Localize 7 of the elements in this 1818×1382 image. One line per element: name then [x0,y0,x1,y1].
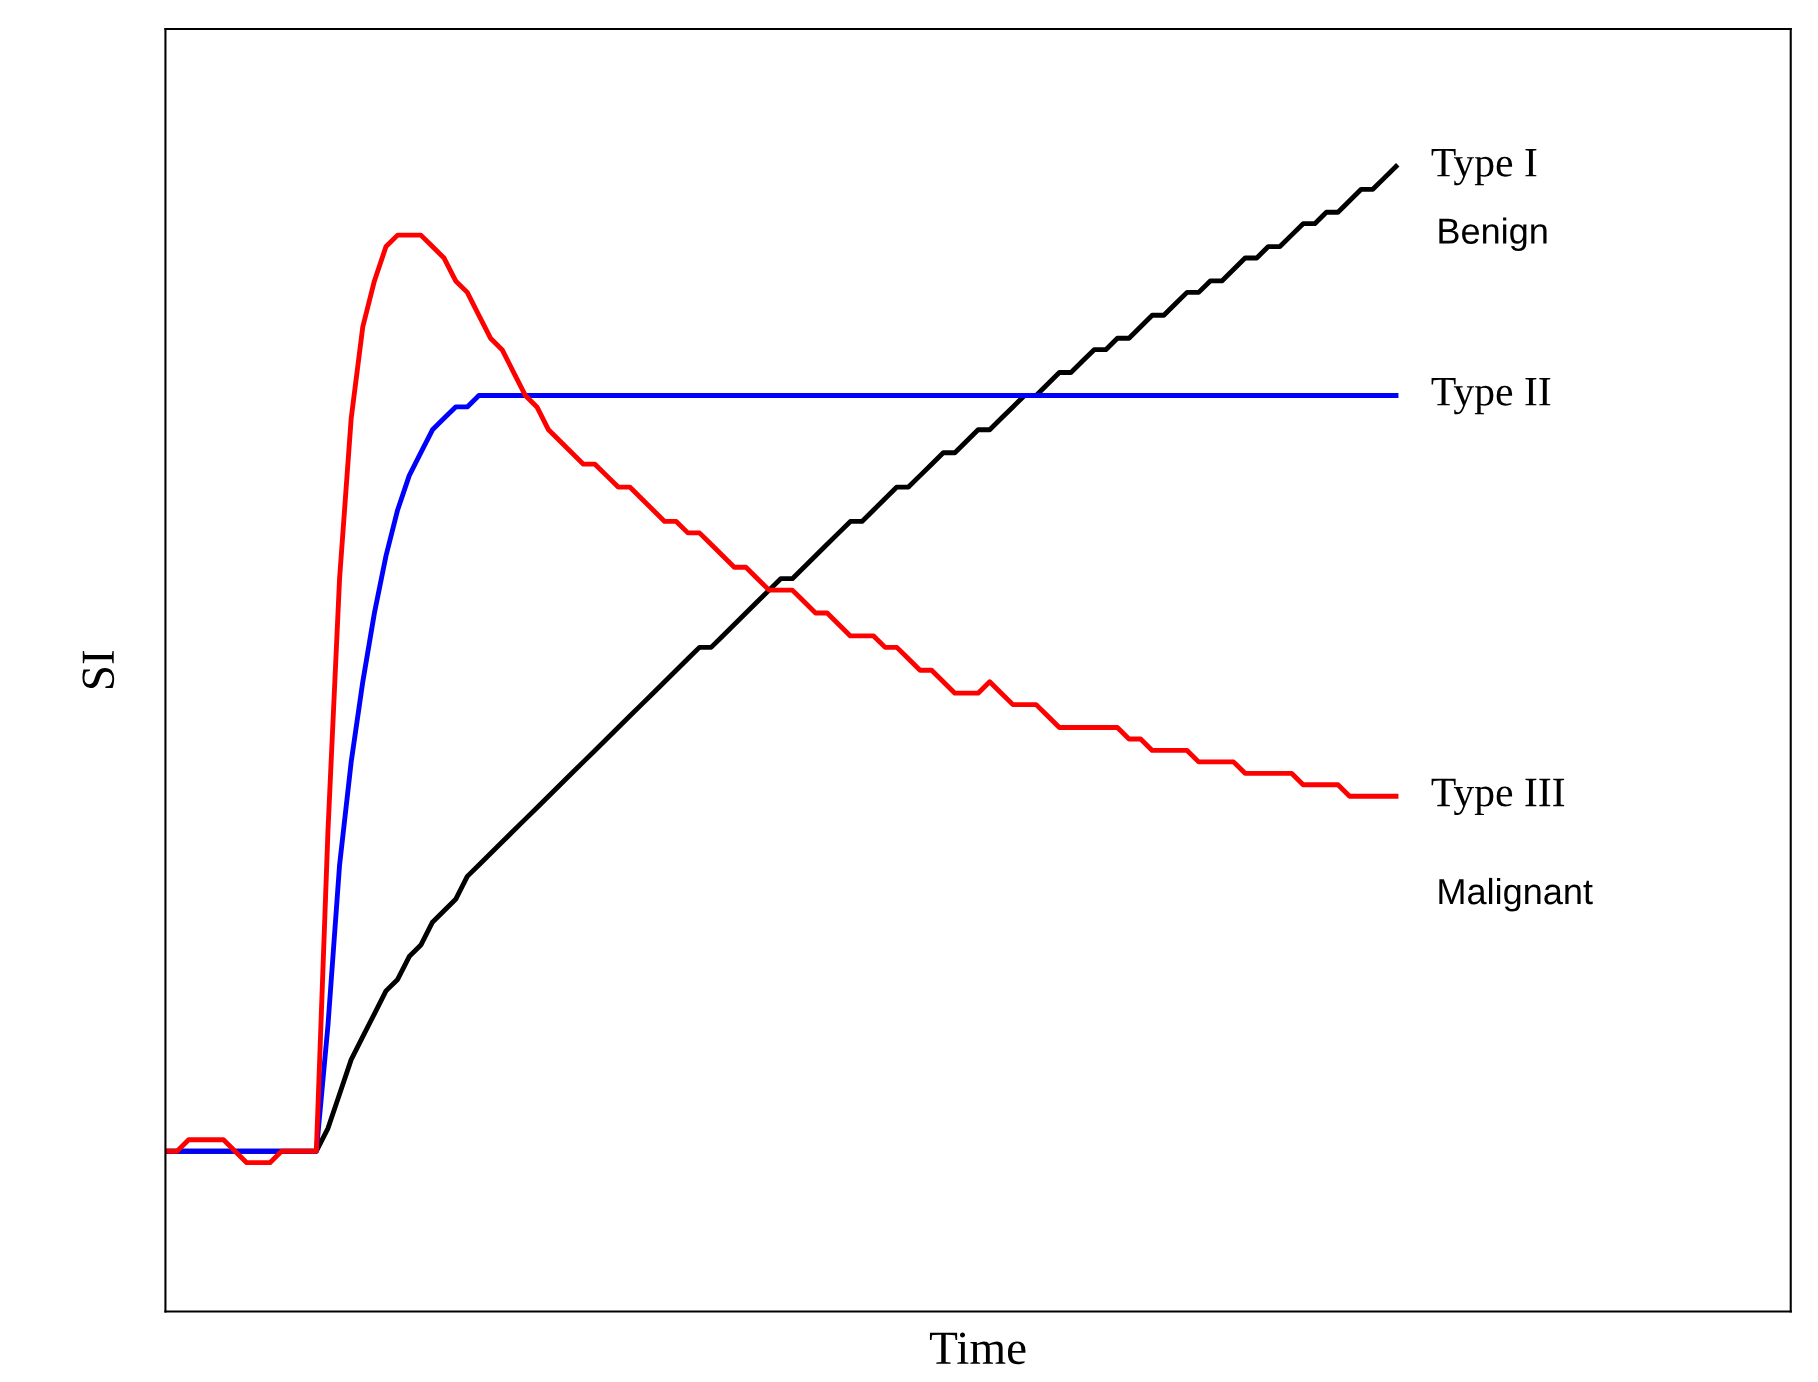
x-axis-title: Time [929,1332,1026,1365]
series-label: Type II [1431,378,1551,415]
series-label: Type I [1431,149,1537,186]
series-label: Type III [1431,778,1565,816]
y-axis-title: SI [82,650,115,689]
annotation: Benign [1439,217,1547,252]
annotation: Malignant [1439,877,1593,912]
